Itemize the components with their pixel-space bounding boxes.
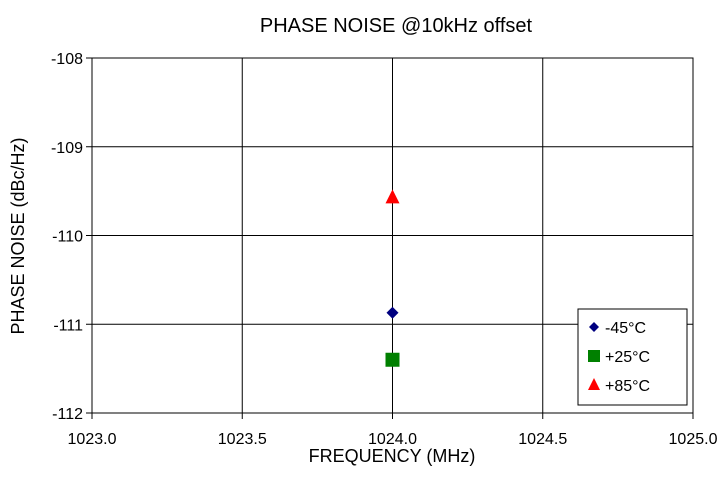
y-tick-label: -108: [51, 51, 83, 68]
y-axis-ticks: -108 -109 -110 -111 -112: [51, 51, 92, 423]
x-tick-label: 1023.0: [68, 431, 117, 448]
data-point-diamond: [386, 306, 399, 319]
x-tick-label: 1024.0: [368, 431, 417, 448]
legend-triangle-icon: [588, 378, 600, 390]
legend: -45°C +25°C +85°C: [577, 308, 688, 406]
y-tick-label: -109: [51, 140, 83, 157]
chart-title: PHASE NOISE @10kHz offset: [260, 15, 533, 37]
x-tick-label: 1025.0: [669, 431, 718, 448]
y-tick-label: -110: [52, 229, 83, 246]
data-point-square: [385, 352, 400, 367]
x-tick-label: 1024.5: [518, 431, 567, 448]
data-point-triangle: [385, 189, 400, 204]
data-markers: [385, 189, 400, 367]
legend-label: +25°C: [605, 349, 650, 366]
y-tick-label: -111: [53, 317, 83, 334]
legend-square-icon: [588, 350, 600, 362]
legend-label: +85°C: [605, 378, 650, 395]
x-axis-label: FREQUENCY (MHz): [309, 446, 476, 466]
x-axis-ticks: 1023.0 1023.5 1024.0 1024.5 1025.0: [68, 413, 718, 448]
legend-label: -45°C: [605, 320, 646, 337]
y-axis-label: PHASE NOISE (dBc/Hz): [8, 137, 28, 334]
x-tick-label: 1023.5: [218, 431, 267, 448]
y-tick-label: -112: [52, 406, 83, 423]
legend-diamond-icon: [589, 322, 599, 332]
grid-lines: [92, 58, 693, 413]
